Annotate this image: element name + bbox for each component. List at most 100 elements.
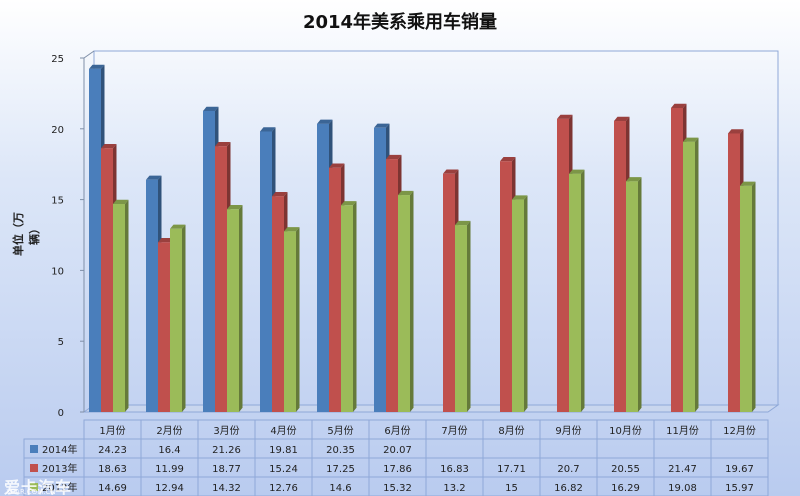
bar (203, 110, 215, 412)
bar-side (695, 137, 699, 412)
x-tick-label: 2月份 (156, 425, 182, 437)
bar (170, 228, 182, 412)
bar (215, 146, 227, 412)
bar (113, 203, 125, 412)
bar (260, 131, 272, 412)
data-label: 16.83 (440, 464, 469, 475)
bar-side (182, 224, 186, 412)
bar-side (410, 190, 414, 412)
bar (146, 179, 158, 412)
bar-side (239, 205, 243, 412)
bar-top (89, 64, 105, 69)
x-tick-label: 8月份 (498, 425, 524, 437)
x-tick-label: 6月份 (384, 425, 410, 437)
data-label: 18.63 (98, 464, 127, 475)
y-tick-label: 25 (51, 54, 64, 65)
bar-top (512, 195, 528, 200)
legend-swatch (30, 445, 38, 453)
bar-side (296, 227, 300, 412)
y-tick-label: 20 (51, 125, 64, 136)
bar (443, 173, 455, 412)
bar-top (671, 103, 687, 108)
data-label: 20.07 (383, 445, 412, 456)
data-label: 16.82 (554, 483, 583, 494)
bar (227, 209, 239, 412)
bar-top (386, 154, 402, 160)
bar (671, 107, 683, 412)
x-tick-label: 7月份 (441, 425, 467, 437)
bar-top (683, 137, 699, 142)
bar-top (113, 199, 129, 204)
data-label: 17.25 (326, 464, 355, 475)
bar-top (101, 143, 117, 149)
bar (341, 205, 353, 412)
data-label: 19.81 (269, 445, 298, 456)
data-label: 17.71 (497, 464, 526, 475)
bar-top (374, 123, 390, 128)
data-label: 19.08 (668, 483, 697, 494)
data-label: 15.97 (725, 483, 754, 494)
x-tick-label: 1月份 (99, 425, 125, 437)
bar-top (557, 114, 573, 119)
data-label: 17.86 (383, 464, 412, 475)
bar (569, 173, 581, 412)
chart-title: 2014年美系乘用车销量 (302, 12, 498, 33)
data-label: 20.7 (557, 464, 579, 475)
data-label: 12.94 (155, 483, 184, 494)
bar (317, 123, 329, 413)
bar-side (638, 177, 642, 412)
bar (614, 121, 626, 413)
bar-side (353, 201, 357, 412)
bar-top (260, 127, 276, 132)
data-label: 20.35 (326, 445, 355, 456)
bar (329, 167, 341, 412)
data-label: 14.32 (212, 483, 241, 494)
bar (626, 181, 638, 412)
x-tick-label: 12月份 (723, 425, 756, 437)
bar-side (467, 220, 471, 412)
data-label: 15.24 (269, 464, 298, 475)
y-axis-top-edge (83, 50, 95, 59)
x-tick-label: 11月份 (666, 425, 699, 437)
data-label: 20.55 (611, 464, 640, 475)
data-label: 24.23 (98, 445, 127, 456)
data-label: 11.99 (155, 464, 184, 475)
bar-top (317, 119, 333, 124)
data-label: 13.2 (443, 483, 465, 494)
data-label: 19.67 (725, 464, 754, 475)
legend-label: 2014年 (42, 443, 77, 456)
legend-swatch (30, 464, 38, 472)
data-label: 15.32 (383, 483, 412, 494)
bar-top (329, 163, 345, 168)
bar (500, 161, 512, 412)
bar (158, 242, 170, 412)
bar (386, 159, 398, 412)
y-tick-label: 5 (58, 337, 64, 348)
bar (557, 118, 569, 412)
bar (272, 196, 284, 412)
bar-side (125, 199, 129, 412)
bar-top (728, 129, 744, 134)
bar (455, 225, 467, 412)
bar (398, 195, 410, 412)
bar-top (626, 177, 642, 182)
data-label: 14.69 (98, 483, 127, 494)
bar-top (614, 116, 630, 122)
y-tick-label: 0 (58, 408, 64, 419)
bar-top (341, 201, 357, 206)
bar (101, 148, 113, 412)
data-label: 14.6 (329, 483, 351, 494)
bar (740, 185, 752, 412)
data-label: 21.47 (668, 464, 697, 475)
bar-top (443, 169, 459, 174)
bar-top (284, 227, 300, 232)
bar-top (569, 169, 585, 174)
bar (728, 133, 740, 413)
watermark-logo: 爱卡汽车 (4, 478, 73, 496)
bar-top (203, 106, 219, 111)
bar-top (500, 157, 516, 162)
y-tick-label: 10 (51, 266, 64, 277)
bar-side (752, 181, 756, 412)
